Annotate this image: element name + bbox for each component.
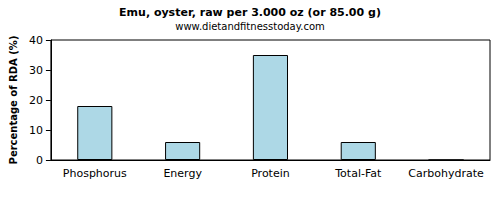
svg-text:Emu, oyster, raw per 3.000 oz: Emu, oyster, raw per 3.000 oz (or 85.00 … (119, 6, 381, 19)
svg-text:Phosphorus: Phosphorus (63, 167, 127, 180)
svg-text:Energy: Energy (163, 167, 202, 180)
svg-text:Total-Fat: Total-Fat (334, 167, 382, 180)
svg-text:30: 30 (29, 64, 43, 77)
svg-text:Percentage of RDA (%): Percentage of RDA (%) (8, 36, 19, 165)
svg-text:www.dietandfitnesstoday.com: www.dietandfitnesstoday.com (175, 21, 324, 32)
svg-text:Protein: Protein (251, 167, 290, 180)
svg-text:Carbohydrate: Carbohydrate (408, 167, 484, 180)
svg-text:20: 20 (29, 94, 43, 107)
svg-text:0: 0 (36, 154, 43, 167)
svg-text:10: 10 (29, 124, 43, 137)
svg-text:40: 40 (29, 34, 43, 47)
